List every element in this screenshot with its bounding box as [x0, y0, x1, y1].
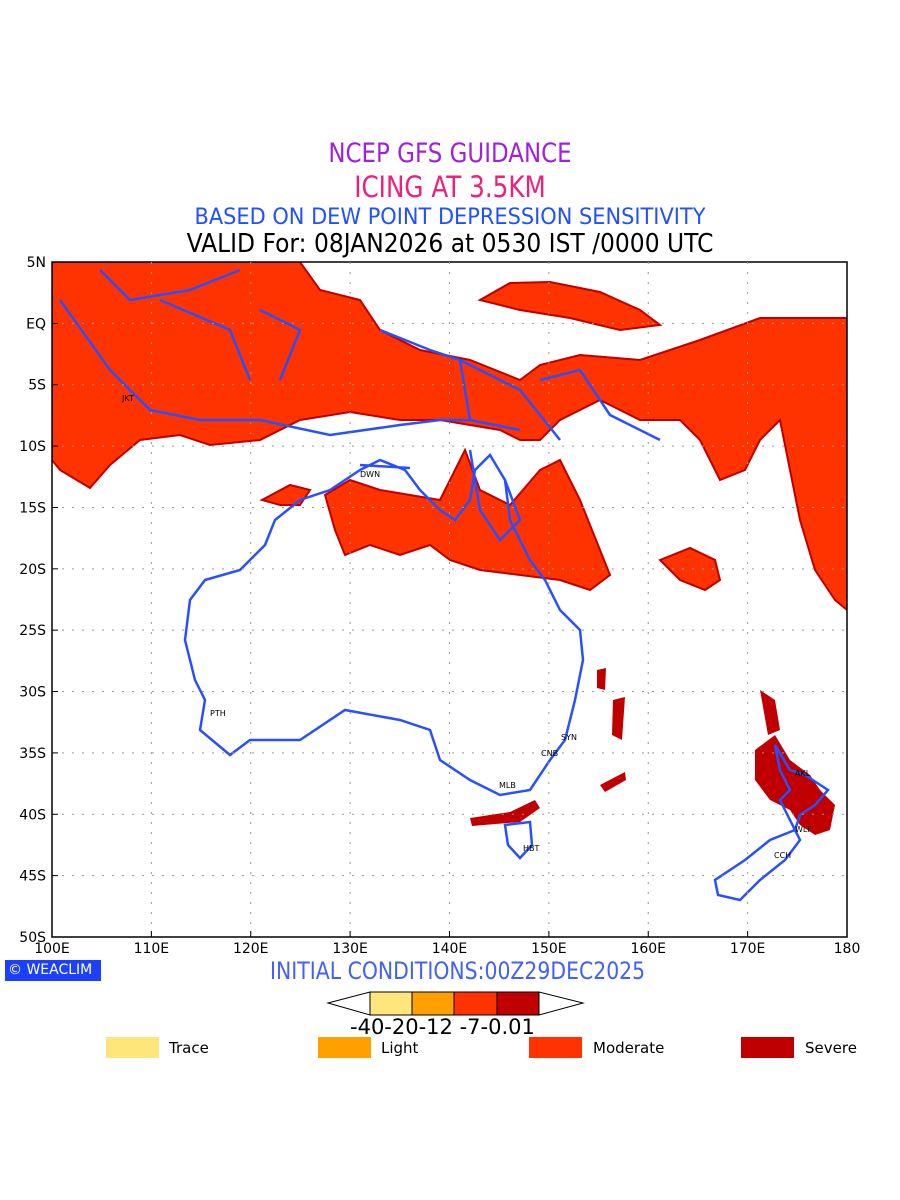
colorbar-moderate [453, 991, 498, 1016]
city-labels: JKT DWN PTH SYN CNB MLB HBT AKL WLT CCH [121, 394, 811, 860]
lat-tick-label: 5S [28, 378, 46, 394]
moderate-icing-region [323, 447, 612, 592]
colorbar-high-arrow [538, 991, 585, 1016]
city-label: PTH [210, 709, 226, 718]
moderate-icing-region [477, 280, 663, 332]
legend-swatch-severe [741, 1037, 794, 1058]
australia-coast [183, 452, 585, 797]
moderate-icing-region [658, 546, 722, 592]
lat-tick-label: 50S [19, 930, 46, 946]
nz-south-island [713, 828, 802, 902]
colorbar [326, 991, 585, 1016]
legend-label-light: Light [381, 1039, 419, 1057]
lat-tick-label: 35S [19, 746, 46, 762]
city-label: MLB [499, 781, 516, 790]
city-label: DWN [360, 470, 380, 479]
legend-swatch-light [318, 1037, 371, 1058]
lon-tick-label: 140E [432, 941, 468, 957]
graticule [51, 261, 848, 938]
colorbar-light [411, 991, 455, 1016]
lon-tick-label: 120E [233, 941, 269, 957]
tasmania-coast [503, 820, 534, 860]
logo-text: WEACLIM [26, 962, 93, 978]
legend-swatch-trace [106, 1037, 159, 1058]
weaclim-logo: © WEACLIM [5, 960, 101, 981]
lon-tick-label: 110E [134, 941, 170, 957]
coastlines [58, 268, 830, 902]
lat-tick-label: 5N [27, 255, 46, 271]
lat-tick-label: 10S [19, 439, 46, 455]
lon-tick-label: 100E [34, 941, 70, 957]
title-method: BASED ON DEW POINT DEPRESSION SENSITIVIT… [194, 205, 706, 230]
lon-tick-label: 170E [730, 941, 766, 957]
legend-swatch-moderate [529, 1037, 582, 1058]
title-valid-time: VALID For: 08JAN2026 at 0530 IST /0000 U… [186, 229, 714, 259]
lon-tick-label: 150E [531, 941, 567, 957]
city-label: AKL [795, 769, 811, 778]
city-label: SYN [561, 733, 577, 742]
initial-conditions: INITIAL CONDITIONS:00Z29DEC2025 [270, 957, 646, 985]
city-label: CNB [541, 749, 558, 758]
colorbar-severe [496, 991, 540, 1016]
moderate-icing-region [52, 262, 847, 612]
severe-icing-region [755, 690, 835, 835]
lon-tick-label: 160E [630, 941, 666, 957]
icing-areas [52, 262, 847, 835]
city-label: JKT [121, 394, 134, 403]
guinea-australia-coast [359, 449, 522, 542]
legend-label-moderate: Moderate [593, 1039, 665, 1057]
city-label: CCH [774, 851, 791, 860]
title-product: ICING AT 3.5KM [354, 170, 546, 204]
lat-tick-label: 30S [19, 685, 46, 701]
lat-tick-label: 40S [19, 807, 46, 823]
colorbar-trace [369, 991, 413, 1016]
colorbar-low-arrow [326, 991, 371, 1016]
lat-tick-label: 45S [19, 869, 46, 885]
lon-tick-label: 130E [332, 941, 368, 957]
colorbar-labels: -40-20-12 -7-0.01 [350, 1015, 535, 1039]
title-model: NCEP GFS GUIDANCE [328, 138, 572, 169]
lat-tick-label: EQ [26, 316, 46, 332]
city-label: HBT [523, 844, 540, 853]
indonesia-coast [58, 268, 661, 442]
lat-tick-label: 25S [19, 623, 46, 639]
lon-tick-label: 180 [834, 941, 861, 957]
moderate-icing-region [259, 483, 312, 506]
lat-tick-label: 20S [19, 562, 46, 578]
lat-tick-label: 15S [19, 500, 46, 516]
nz-north-island [773, 744, 830, 834]
legend-label-trace: Trace [169, 1039, 209, 1057]
legend-label-severe: Severe [805, 1039, 857, 1057]
city-label: WLT [795, 825, 811, 834]
